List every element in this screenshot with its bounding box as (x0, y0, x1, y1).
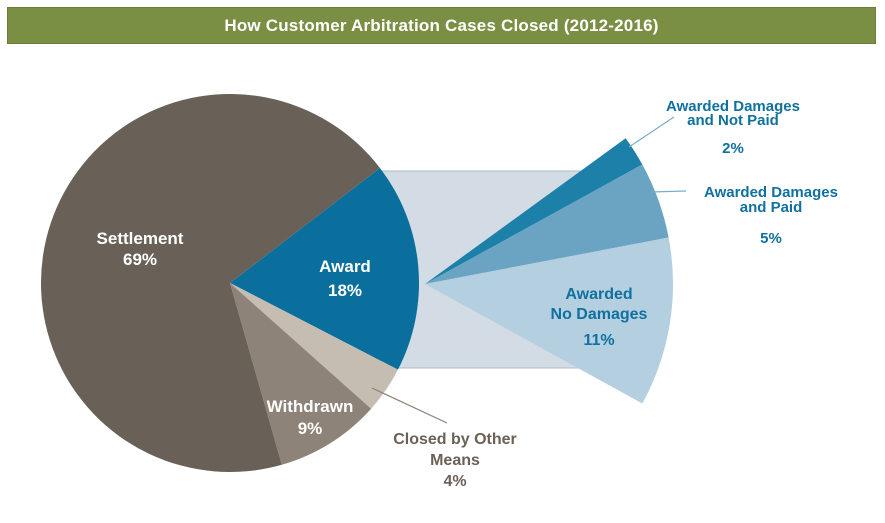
pie-slice-withdrawn (230, 283, 372, 465)
pie-slice-award (230, 167, 419, 370)
label-closed-by-other-means: Closed by Other Means (393, 431, 517, 469)
value-awarded-no-damages: 11% (583, 332, 614, 349)
value-settlement: 69% (123, 250, 157, 269)
pie-of-pie-chart: Settlement 69% Award 18% Withdrawn 9% Closed b… (0, 60, 885, 518)
chart-title: How Customer Arbitration Cases Closed (2… (224, 15, 659, 35)
label-awarded-damages-and-paid: Awarded Damages and Paid (704, 184, 838, 216)
value-awarded-damages-and-paid: 5% (760, 230, 782, 247)
leader-line-awarded-damages-and-not-paid (628, 116, 675, 148)
leader-line-closed-by-other-means (371, 387, 448, 424)
label-award: Award (319, 257, 371, 276)
pie-slice-settlement (41, 94, 380, 473)
label-settlement: Settlement (97, 229, 184, 248)
label-awarded-damages-and-not-paid: Awarded Damages and Not Paid (666, 98, 800, 129)
value-closed-by-other-means: 4% (443, 473, 466, 490)
value-award: 18% (328, 281, 362, 300)
value-withdrawn: 9% (298, 419, 323, 438)
breakout-slice-awarded-no-damages (425, 237, 674, 404)
pie-slice-closed-by-other-means (230, 283, 398, 409)
value-awarded-damages-and-not-paid: 2% (722, 140, 744, 157)
chart-svg: Settlement 69% Award 18% Withdrawn 9% Closed b… (41, 94, 838, 490)
label-awarded-no-damages: Awarded No Damages (551, 286, 648, 323)
chart-title-bar: How Customer Arbitration Cases Closed (2… (7, 7, 876, 44)
label-withdrawn: Withdrawn (267, 397, 354, 416)
breakout-slice-awarded-damages-and-paid (425, 164, 669, 284)
leader-line-awarded-damages-and-paid (650, 190, 687, 193)
breakout-slice-awarded-damages-and-not-paid (425, 138, 643, 284)
